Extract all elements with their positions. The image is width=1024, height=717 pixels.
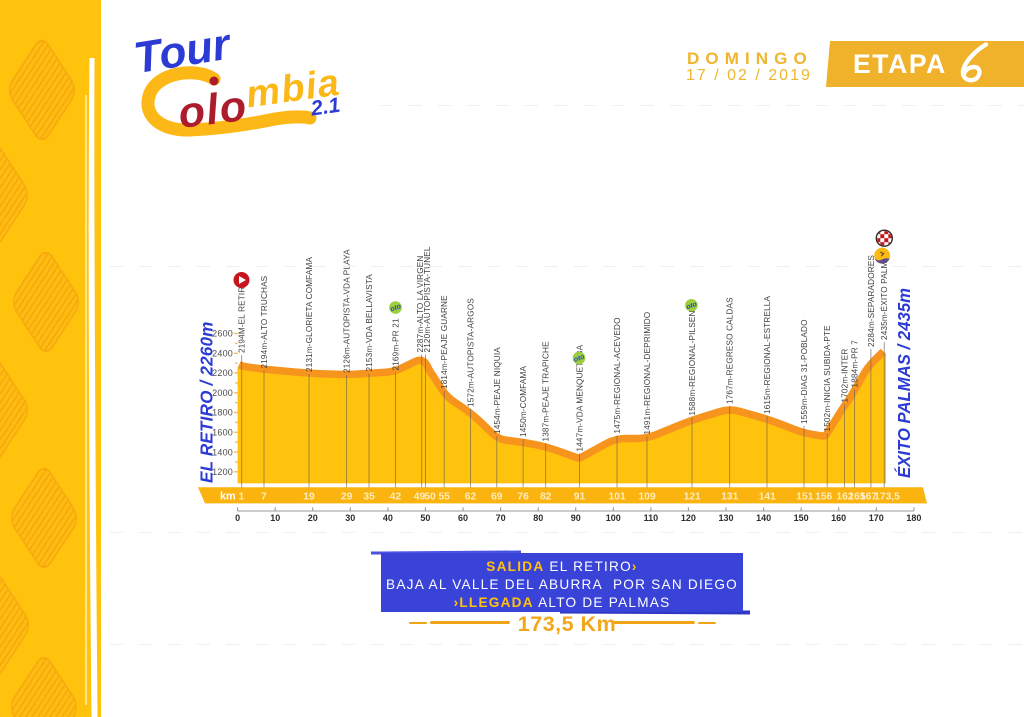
svg-text:170: 170 <box>869 513 884 523</box>
svg-text:1884m-PR 7: 1884m-PR 7 <box>851 340 860 388</box>
svg-text:70: 70 <box>496 513 506 523</box>
svg-text:90: 90 <box>571 513 581 523</box>
svg-text:120: 120 <box>681 513 696 523</box>
svg-text:0: 0 <box>235 513 240 523</box>
svg-text:oto: oto <box>389 303 402 314</box>
svg-text:50: 50 <box>424 492 436 503</box>
svg-text:1: 1 <box>239 492 245 503</box>
svg-text:2284m-SEPARADORES: 2284m-SEPARADORES <box>867 255 876 347</box>
svg-text:167: 167 <box>860 492 877 503</box>
svg-text:40: 40 <box>383 513 393 523</box>
svg-text:2169m-PR 21: 2169m-PR 21 <box>391 318 400 370</box>
svg-text:2194m-ALTO TRUCHAS: 2194m-ALTO TRUCHAS <box>260 275 269 368</box>
svg-text:1600: 1600 <box>212 428 233 438</box>
svg-text:1200: 1200 <box>212 467 233 477</box>
svg-text:180: 180 <box>906 513 921 523</box>
svg-text:ÉXITO PALMAS / 2435m: ÉXITO PALMAS / 2435m <box>893 288 914 478</box>
svg-text:2000: 2000 <box>212 388 233 398</box>
svg-text:156: 156 <box>815 492 832 503</box>
svg-text:50: 50 <box>420 513 430 523</box>
svg-text:oto: oto <box>685 301 698 312</box>
svg-text:173,5: 173,5 <box>874 492 900 503</box>
svg-text:2153m-VDA BELLAVISTA: 2153m-VDA BELLAVISTA <box>365 274 374 372</box>
svg-text:29: 29 <box>341 492 353 503</box>
svg-text:2194M-EL RETIRO: 2194M-EL RETIRO <box>238 280 247 353</box>
svg-text:35: 35 <box>363 492 375 503</box>
svg-text:2200: 2200 <box>212 368 233 378</box>
svg-text:2120m-AUTOPISTA-TUNEL: 2120m-AUTOPISTA-TUNEL <box>423 246 432 352</box>
svg-text:30: 30 <box>345 513 355 523</box>
svg-text:91: 91 <box>574 492 586 503</box>
svg-text:1447m-VDA MENQUETEBA: 1447m-VDA MENQUETEBA <box>576 344 585 451</box>
svg-text:km: km <box>220 491 236 503</box>
svg-text:1588m-REGIONAL-PILSEN: 1588m-REGIONAL-PILSEN <box>688 310 697 415</box>
svg-text:1800: 1800 <box>212 408 233 418</box>
svg-text:2600: 2600 <box>212 329 233 339</box>
svg-text:60: 60 <box>458 513 468 523</box>
svg-text:1502m-INICIA SUBIDA-PTE: 1502m-INICIA SUBIDA-PTE <box>823 325 832 432</box>
svg-text:49: 49 <box>414 492 426 503</box>
svg-text:151: 151 <box>796 492 813 503</box>
svg-text:121: 121 <box>684 492 701 503</box>
svg-text:1572m-AUTOPISTA-ARGOS: 1572m-AUTOPISTA-ARGOS <box>467 298 476 407</box>
svg-text:2287m-ALTO LA VIRGEN: 2287m-ALTO LA VIRGEN <box>416 256 425 353</box>
svg-text:1702m-INTER: 1702m-INTER <box>841 349 850 403</box>
svg-text:EL RETIRO / 2260m: EL RETIRO / 2260m <box>196 321 217 483</box>
svg-text:1475m-REGIONAL-ACEVEDO: 1475m-REGIONAL-ACEVEDO <box>613 317 622 433</box>
svg-text:19: 19 <box>303 492 315 503</box>
svg-text:160: 160 <box>831 513 846 523</box>
svg-text:1454m-PEAJE NIQUIA: 1454m-PEAJE NIQUIA <box>493 347 502 434</box>
svg-text:109: 109 <box>639 492 656 503</box>
svg-text:62: 62 <box>465 492 477 503</box>
svg-text:42: 42 <box>390 492 402 503</box>
svg-text:131: 131 <box>721 492 738 503</box>
svg-text:2.1: 2.1 <box>309 94 342 121</box>
svg-text:55: 55 <box>438 492 450 503</box>
svg-text:1559m-DIAG 31-POBLADO: 1559m-DIAG 31-POBLADO <box>800 319 809 424</box>
svg-text:20: 20 <box>308 513 318 523</box>
svg-text:oto: oto <box>573 353 586 364</box>
svg-text:2131m-GLORIETA COMFAMA: 2131m-GLORIETA COMFAMA <box>305 257 314 372</box>
svg-text:150: 150 <box>794 513 809 523</box>
svg-text:1814m-PEAJE GUARNE: 1814m-PEAJE GUARNE <box>440 295 449 389</box>
svg-text:130: 130 <box>718 513 733 523</box>
svg-text:olo: olo <box>176 82 250 138</box>
svg-text:110: 110 <box>644 513 659 523</box>
svg-text:1491m-REGIONAL-DEPRIMIDO: 1491m-REGIONAL-DEPRIMIDO <box>643 312 652 435</box>
svg-text:140: 140 <box>756 513 771 523</box>
svg-text:141: 141 <box>759 492 776 503</box>
svg-text:165: 165 <box>848 492 865 503</box>
svg-text:2400: 2400 <box>212 349 233 359</box>
svg-text:1450m-COMFAMA: 1450m-COMFAMA <box>519 366 528 437</box>
svg-text:7: 7 <box>261 492 267 503</box>
svg-text:101: 101 <box>609 492 626 503</box>
svg-text:80: 80 <box>533 513 543 523</box>
svg-text:2126m-AUTOPISTA-VDA PLAYA: 2126m-AUTOPISTA-VDA PLAYA <box>343 249 352 373</box>
svg-text:10: 10 <box>270 513 280 523</box>
svg-text:1767m-REGRESO CALDAS: 1767m-REGRESO CALDAS <box>726 297 735 404</box>
svg-text:100: 100 <box>606 513 621 523</box>
svg-text:69: 69 <box>491 492 503 503</box>
svg-text:1400: 1400 <box>212 447 233 457</box>
svg-text:82: 82 <box>540 492 552 503</box>
svg-text:2435m-ÉXITO PALMAS: 2435m-ÉXITO PALMAS <box>879 250 889 340</box>
svg-text:162: 162 <box>836 492 853 503</box>
svg-text:76: 76 <box>517 492 529 503</box>
svg-text:1615m-REGIONAL-ESTRELLA: 1615m-REGIONAL-ESTRELLA <box>763 295 772 414</box>
svg-text:1387m-PEAJE TRAPICHE: 1387m-PEAJE TRAPICHE <box>542 341 551 442</box>
